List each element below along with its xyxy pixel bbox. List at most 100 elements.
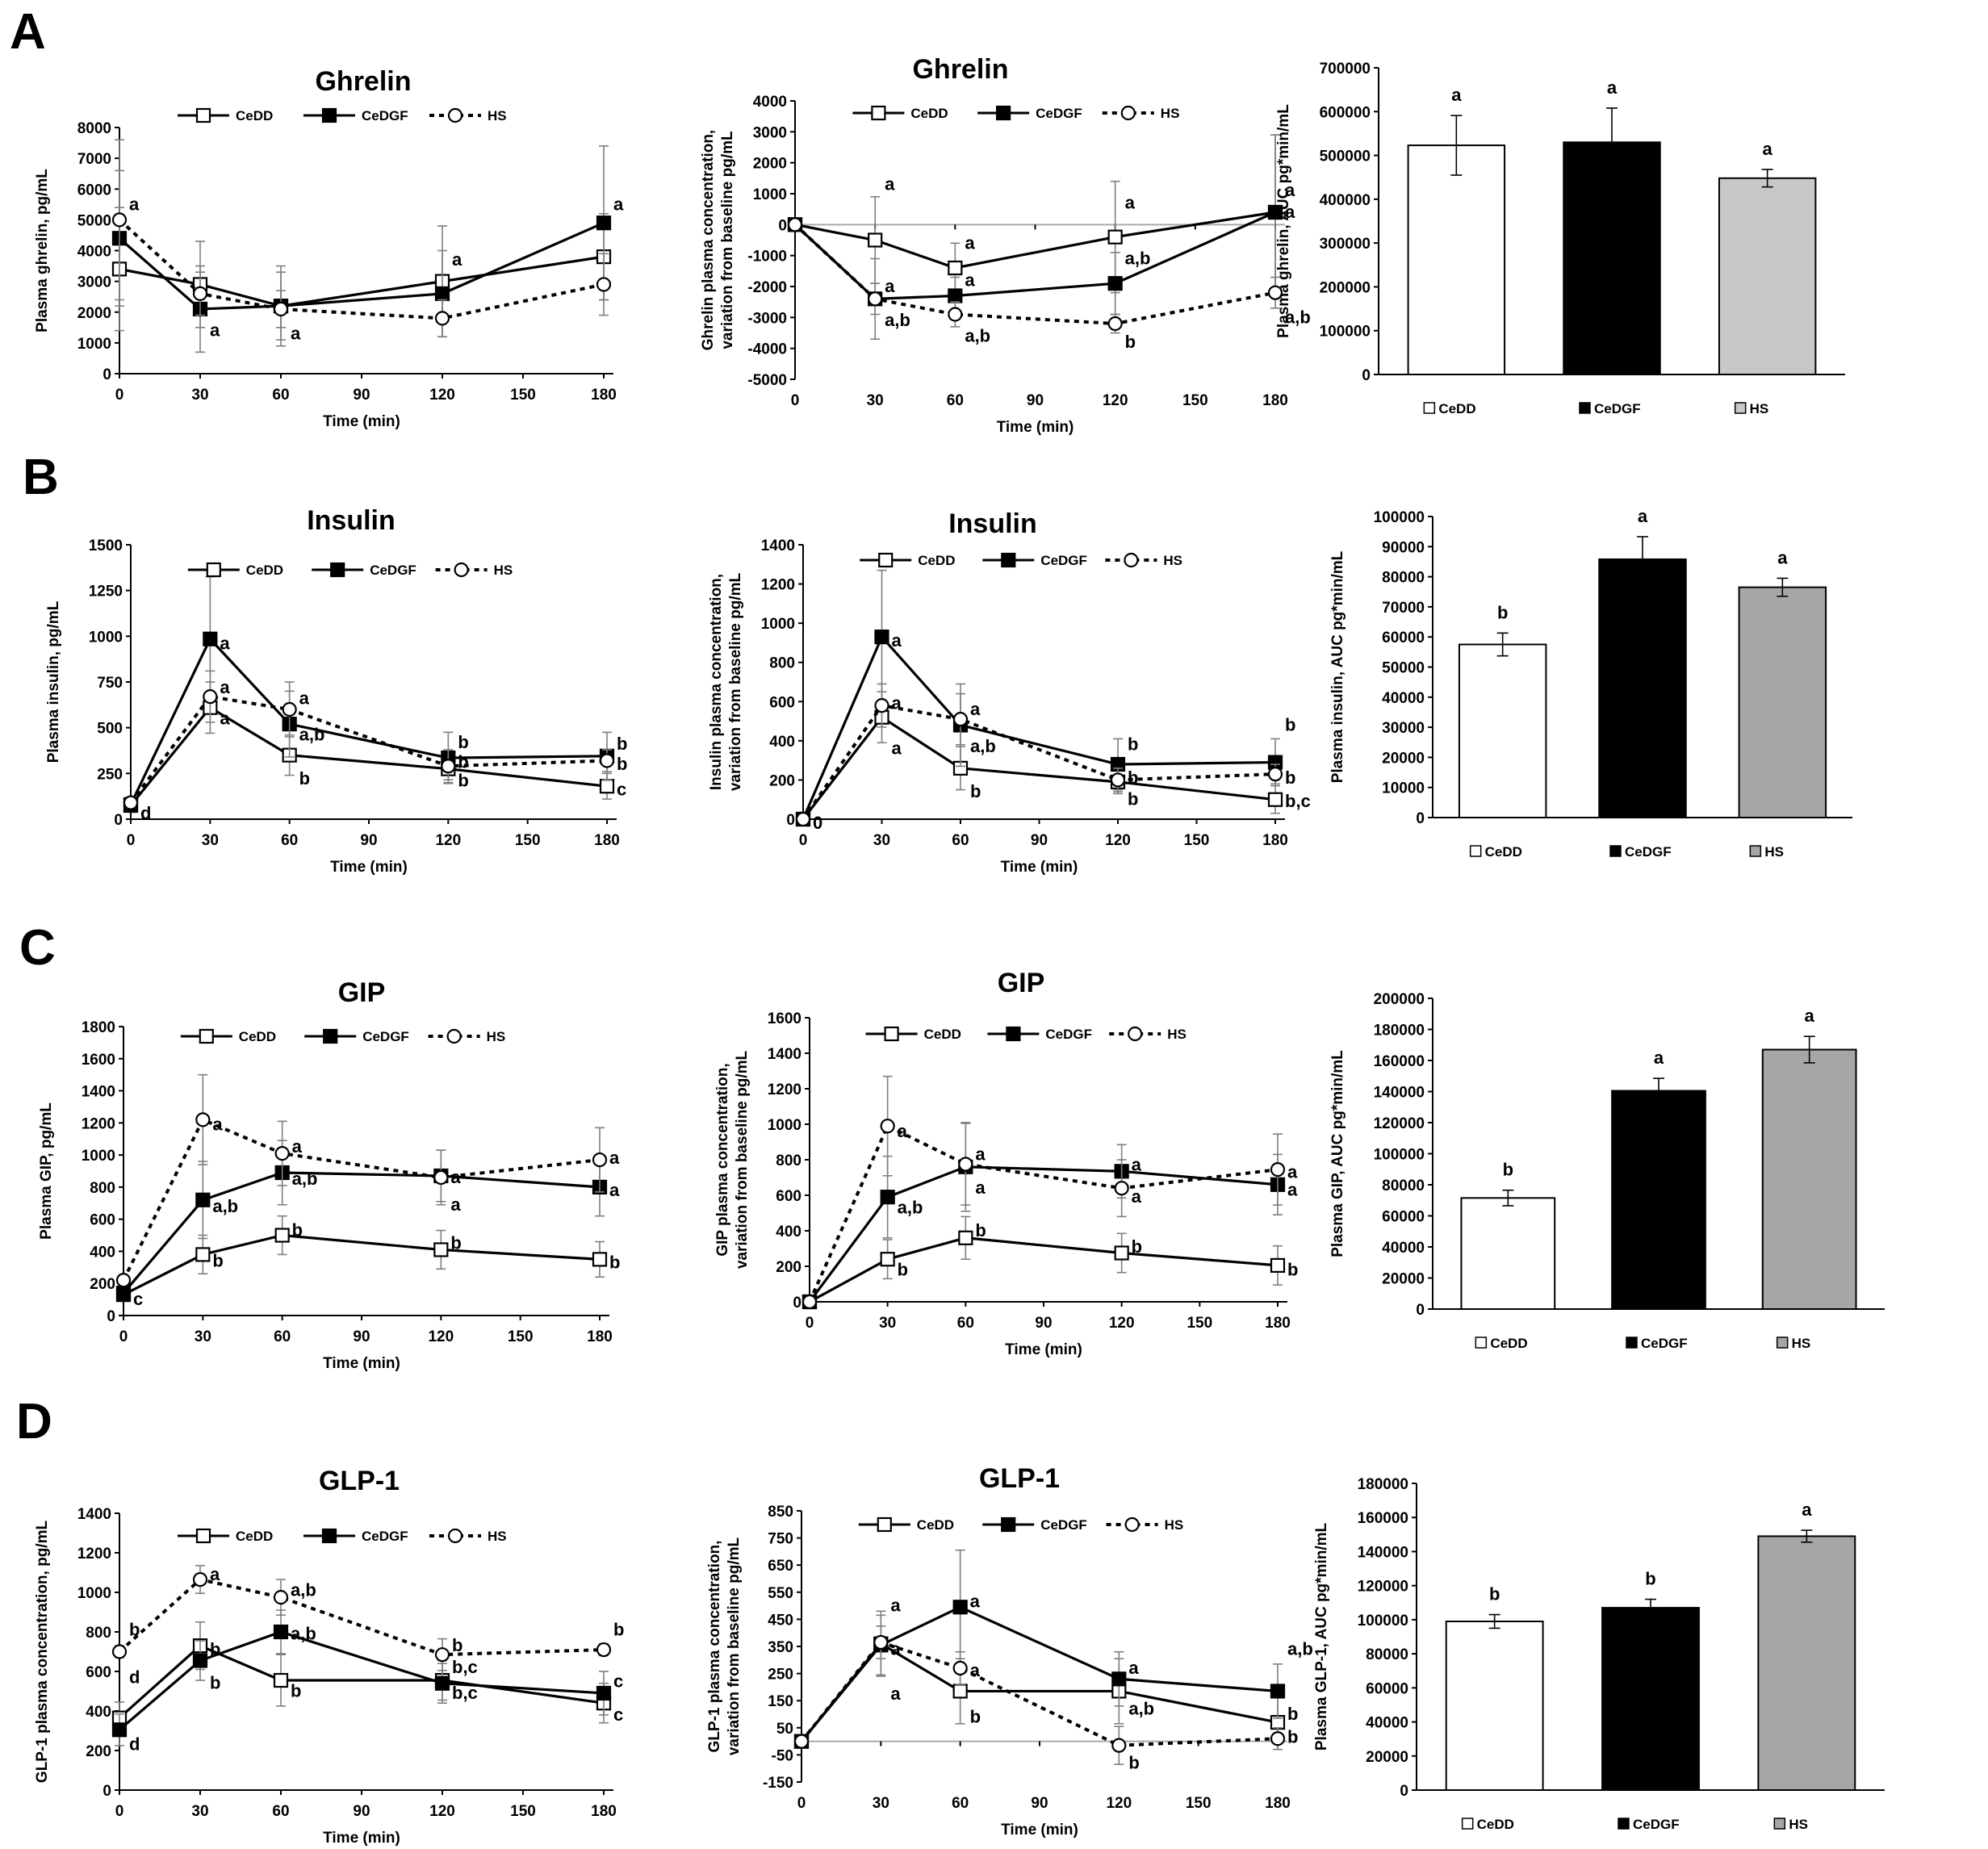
significance-letter: a [609,1180,620,1200]
y-tick-label: 1400 [761,538,795,554]
y-tick-label: 3000 [753,124,787,141]
legend-swatch [1423,402,1436,414]
significance-letter: b [1497,602,1508,622]
legend-item-cedgf: CeDGF [1609,844,1672,860]
legend-label: CeDGF [362,108,408,123]
significance-letter: a [1128,1658,1139,1678]
y-tick-label: -150 [763,1775,793,1792]
series-hs [111,1565,612,1671]
y-tick-label: 350 [768,1639,793,1656]
significance-letter: a [885,174,895,195]
legend-marker [321,1528,337,1544]
significance-letter: a [1451,85,1462,105]
data-point [1267,204,1283,220]
y-axis-label: Plasma ghrelin, AUC pg*min/mL [1275,104,1292,338]
data-point [1111,1671,1127,1687]
chart-title: GLP-1 [979,1463,1060,1494]
significance-letter: a [885,276,895,296]
significance-letter: b [1287,1727,1298,1747]
y-tick-label: 800 [90,1180,115,1197]
significance-letter: a,b [291,1623,316,1643]
y-tick-label: 600 [776,1188,801,1205]
data-point [1270,1731,1286,1747]
significance-letter: a [1125,193,1136,213]
y-tick-label: -50 [772,1747,793,1764]
significance-letter: b [212,1250,223,1270]
series-line [118,218,605,320]
legend-item-hs: HS [1106,1516,1183,1533]
data-point [195,1247,211,1262]
y-tick-label: 180000 [1358,1476,1408,1493]
y-tick-label: 180000 [1374,1023,1425,1040]
y-tick-label: -1000 [747,249,787,266]
y-tick-label: 200000 [1374,991,1425,1008]
significance-letter: a [890,1684,901,1704]
x-tick-label: 150 [1186,1795,1212,1812]
significance-letter: b [210,1673,220,1693]
legend-label: CeDD [918,553,955,568]
x-tick-label: 120 [1109,1315,1135,1332]
significance-letter: b [1287,1259,1298,1279]
data-point [434,1647,450,1663]
panel-label-d: D [16,1394,52,1449]
y-tick-label: 750 [97,675,123,692]
legend-label: HS [1161,106,1180,121]
y-tick-label: 800 [769,655,795,672]
legend-item-hs: HS [435,562,513,578]
significance-letter: a [452,249,462,270]
legend-label: CeDGF [1641,1336,1688,1351]
significance-letter: b [1125,332,1136,352]
legend-item-cedd: CeDD [1423,401,1476,416]
significance-letter: 0 [813,813,822,833]
significance-letter: a [220,633,230,653]
legend-item-cedgf: CeDGF [982,1516,1087,1533]
x-axis-label: Time (min) [997,419,1074,436]
y-tick-label: 300000 [1320,236,1371,253]
chart-ghrelin-plasma: Ghrelin 0 1000 2000 3000 4000 5000 6000 7000 8000… [34,66,624,430]
chart-gip-variation: GIP 0 200 400 600 800 1000 1200 1400 1600 0 30 60 90 1… [714,968,1298,1358]
significance-letter: a,b [1287,1638,1313,1659]
legend-swatch [1609,845,1622,857]
y-tick-label: 1800 [82,1019,115,1036]
y-axis-label: Plasma GIP, pg/mL [38,1102,55,1240]
y-tick-label: 4000 [753,94,787,111]
significance-letter: a [1777,547,1788,567]
chart-ghrelin-variation: Ghrelin -5000 -4000 -3000 -2000 -1000 0 1000 200… [700,54,1311,436]
chart-ghrelin-auc: 0 100000 200000 300000 400000 500000 600000 700… [1275,61,1845,416]
y-tick-label: 100000 [1320,324,1371,341]
legend-marker [1124,552,1139,568]
significance-letter: b [1132,1236,1142,1257]
y-tick-label: 200 [776,1259,801,1276]
data-point [596,215,612,231]
y-axis-label: variation from baseline pg/mL [726,1537,743,1755]
series-line [801,703,1276,821]
y-tick-label: 0 [103,366,111,383]
bar-hs [1738,586,1827,819]
legend-label: CeDGF [362,1529,408,1544]
legend-label: CeDGF [1594,401,1641,416]
legend-item-hs: HS [1773,1817,1808,1832]
data-point [273,301,289,317]
chart-title: GIP [338,977,386,1008]
y-tick-label: 400 [769,734,795,751]
x-tick-label: 120 [1103,392,1128,409]
legend-marker [1006,1026,1021,1042]
significance-letter: a [1802,1500,1812,1520]
y-tick-label: 1000 [89,629,123,646]
significance-letter: b [613,1620,624,1640]
data-point [596,1642,612,1658]
significance-letter: b [210,1639,220,1659]
y-tick-label: 2000 [77,305,111,322]
significance-letter: a,b [1125,249,1151,269]
data-point [434,286,450,301]
significance-letter: c [613,1705,623,1725]
y-tick-label: 70000 [1382,600,1425,617]
data-point [795,811,811,827]
y-tick-label: 0 [1362,367,1371,384]
legend-label: CeDD [917,1517,954,1533]
chart-gip-plasma: GIP 0 200 400 600 800 1000 1200 1400 1600 1800 0 30 6… [38,977,620,1372]
panel-label-b: B [23,450,59,505]
significance-letter: b [970,1706,981,1726]
y-tick-label: 650 [768,1558,793,1575]
y-tick-label: 40000 [1382,690,1425,707]
